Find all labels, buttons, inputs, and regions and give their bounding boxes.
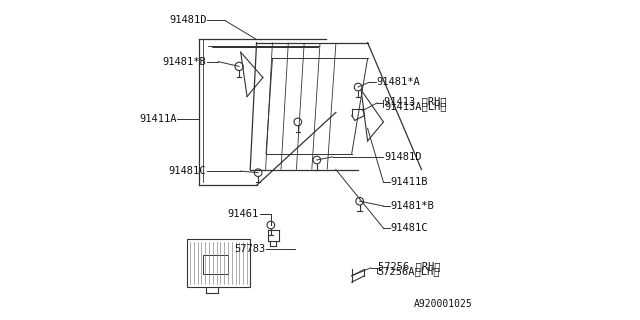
FancyBboxPatch shape [203,255,228,274]
Text: 91481*A: 91481*A [376,77,420,87]
Text: 91481*B: 91481*B [390,201,434,211]
Text: A920001025: A920001025 [413,299,472,309]
Text: 91411A: 91411A [139,114,177,124]
Text: 91461: 91461 [228,209,259,219]
Text: 57783: 57783 [234,244,266,254]
Text: 57256A〈LH〉: 57256A〈LH〉 [378,267,440,277]
Text: 91481*B: 91481*B [163,57,206,67]
Text: 91481C: 91481C [168,166,206,176]
Text: 91411B: 91411B [390,177,428,187]
Text: 91481D: 91481D [384,152,422,162]
Text: 57256 〈RH〉: 57256 〈RH〉 [378,261,440,271]
Text: 91481C: 91481C [390,223,428,233]
Text: 91413 〈RH〉: 91413 〈RH〉 [384,96,447,106]
FancyBboxPatch shape [187,239,250,287]
Text: 91413A〈LH〉: 91413A〈LH〉 [384,101,447,111]
Text: 91481D: 91481D [169,15,207,25]
